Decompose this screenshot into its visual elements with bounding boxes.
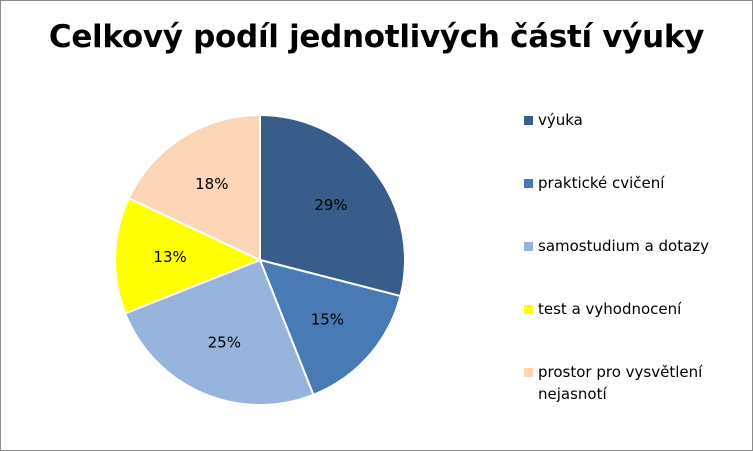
legend-item-4: test a vyhodnocení [524, 298, 743, 320]
legend-label: praktické cvičení [538, 174, 665, 192]
legend-item-5: prostor pro vysvětlení nejasnotí [524, 361, 743, 405]
slice-label-4: 13% [153, 248, 186, 266]
pie-slice-1 [259, 113, 406, 298]
slice-label-3: 25% [208, 334, 241, 352]
legend-item-1: výuka [524, 109, 743, 131]
legend-item-3: samostudium a dotazy [524, 235, 743, 257]
slice-label-1: 29% [314, 196, 347, 214]
legend-label: samostudium a dotazy [538, 237, 710, 255]
legend-swatch [524, 242, 533, 251]
legend-swatch [524, 368, 533, 377]
legend-label: výuka [538, 111, 583, 129]
slice-label-2: 15% [311, 311, 344, 329]
legend-swatch [524, 305, 533, 314]
pie-slice-4 [114, 196, 263, 315]
legend-swatch [524, 116, 533, 125]
slice-label-5: 18% [195, 175, 228, 193]
legend-item-2: praktické cvičení [524, 172, 743, 194]
legend-label: prostor pro vysvětlení nejasnotí [538, 363, 703, 403]
chart-title: Celkový podíl jednotlivých částí výuky [48, 19, 705, 55]
pie-slice-5 [127, 113, 261, 262]
pie-slice-2 [258, 258, 402, 397]
legend-label: test a vyhodnocení [538, 300, 682, 318]
pie-slice-3 [123, 258, 315, 406]
legend-swatch [524, 179, 533, 188]
